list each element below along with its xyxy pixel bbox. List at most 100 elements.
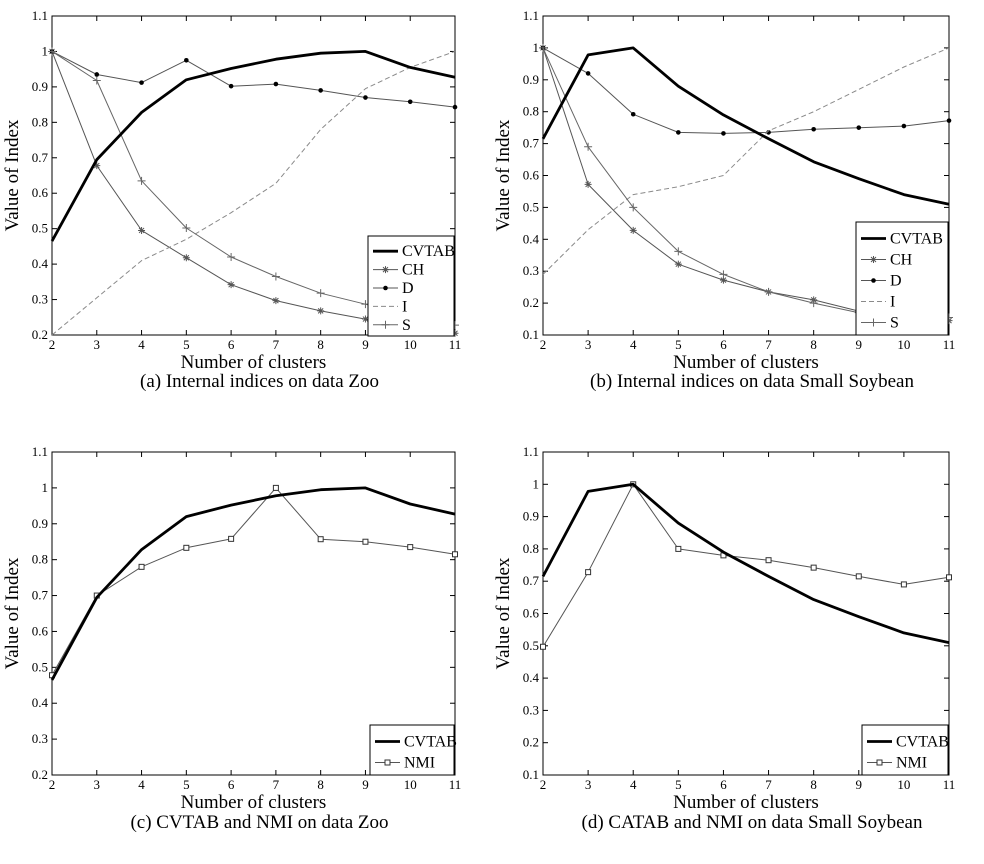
y-axis-label: Value of Index (493, 557, 514, 669)
x-tick-label: 9 (856, 777, 863, 792)
data-point (137, 176, 146, 185)
data-point (630, 111, 636, 117)
y-tick-label: 0.7 (32, 588, 49, 603)
data-point (183, 544, 190, 551)
data-point (900, 581, 907, 588)
series-cvtab (541, 46, 950, 206)
data-point (92, 76, 101, 85)
data-point (317, 307, 325, 315)
legend-label: CH (890, 252, 913, 269)
x-tick-label: 10 (404, 337, 417, 352)
y-tick-label: 0.1 (523, 767, 539, 782)
legend: CVTAB NMI (369, 724, 457, 776)
chart-d: 0.1 0.2 0.3 0.4 0.5 0.6 0.7 0.8 0.9 1 1.1 2 3 4 5 6 7 8 9 1… (493, 444, 955, 833)
y-tick-label: 0.6 (523, 168, 540, 183)
x-tick-label: 6 (228, 777, 235, 792)
series-cvtab (541, 482, 950, 644)
data-point (361, 315, 369, 323)
y-tick-label: 1.1 (523, 444, 539, 459)
data-point (719, 276, 727, 284)
data-point (765, 557, 772, 564)
x-tick-label: 3 (94, 777, 101, 792)
x-tick-label: 7 (765, 777, 772, 792)
chart-c: 0.2 0.3 0.4 0.5 0.6 0.7 0.8 0.9 1 1.1 2 3 4 5 6 7 8 9 10 11… (2, 444, 461, 833)
x-tick-label: 8 (317, 777, 324, 792)
legend-label: I (402, 298, 407, 315)
x-tick-label: 7 (273, 337, 280, 352)
y-tick-label: 0.9 (523, 72, 539, 87)
data-point (721, 131, 726, 136)
y-tick-label: 1.1 (32, 444, 48, 459)
legend-box (861, 724, 949, 776)
legend-label: D (890, 273, 902, 290)
legend-label: CH (402, 262, 425, 279)
data-point (452, 551, 458, 558)
y-tick-label: 0.6 (32, 623, 49, 638)
data-point (138, 563, 145, 570)
data-point (540, 643, 546, 650)
legend-label: CVTAB (896, 734, 949, 751)
x-tick-label: 9 (362, 777, 369, 792)
y-tick-label: 0.9 (32, 516, 48, 531)
data-point (585, 71, 591, 76)
data-point (584, 142, 593, 151)
x-axis-label: Number of clusters (673, 352, 819, 373)
x-tick-label: 4 (138, 337, 145, 352)
legend-marker (383, 285, 388, 291)
y-tick-label: 0.4 (523, 670, 540, 685)
data-point (138, 226, 146, 234)
legend-label: S (890, 315, 899, 332)
y-tick-label: 0.8 (523, 541, 539, 556)
data-point (48, 47, 56, 56)
legend-marker (876, 759, 883, 766)
x-tick-label: 5 (675, 777, 682, 792)
x-tick-label: 9 (362, 337, 369, 352)
axes-box (51, 15, 456, 336)
x-tick-label: 8 (317, 337, 324, 352)
x-tick-label: 6 (720, 337, 727, 352)
data-point (273, 81, 279, 87)
data-point (811, 126, 816, 132)
legend-marker (384, 759, 391, 766)
legend-label: CVTAB (402, 243, 455, 260)
data-point (318, 88, 323, 93)
data-point (139, 80, 144, 85)
x-axis-label: Number of clusters (673, 792, 819, 813)
series-line (51, 50, 456, 108)
y-tick-label: 1 (42, 43, 49, 58)
data-point (855, 573, 862, 580)
y-tick-label: 0.9 (32, 79, 48, 94)
data-point (856, 125, 862, 130)
legend-marker (871, 278, 876, 283)
data-point (227, 253, 236, 262)
data-point (676, 130, 681, 135)
data-point (901, 123, 907, 129)
legend-label: I (890, 294, 895, 311)
x-tick-label: 2 (49, 337, 56, 352)
data-point (585, 569, 592, 576)
x-tick-label: 5 (183, 777, 190, 792)
data-point (182, 254, 190, 262)
legend-marker (869, 318, 878, 327)
y-tick-label: 0.4 (32, 256, 49, 271)
y-tick-label: 0.2 (523, 735, 539, 750)
y-tick-label: 1 (533, 476, 540, 491)
y-tick-label: 0.7 (523, 136, 540, 151)
data-point (584, 180, 592, 188)
data-point (94, 72, 100, 77)
legend-box (855, 221, 949, 336)
data-point (316, 289, 325, 298)
data-point (452, 104, 458, 110)
y-tick-label: 0.3 (523, 263, 539, 278)
y-tick-label: 1.1 (32, 8, 48, 23)
series-line (542, 483, 950, 648)
y-tick-label: 0.5 (32, 659, 48, 674)
data-point (539, 43, 547, 52)
legend: CVTAB CH DIS (855, 221, 949, 336)
y-tick-label: 0.2 (32, 327, 48, 342)
y-tick-label: 1 (533, 40, 540, 55)
x-tick-label: 8 (810, 337, 817, 352)
y-tick-label: 0.4 (523, 231, 540, 246)
x-tick-label: 5 (183, 337, 190, 352)
